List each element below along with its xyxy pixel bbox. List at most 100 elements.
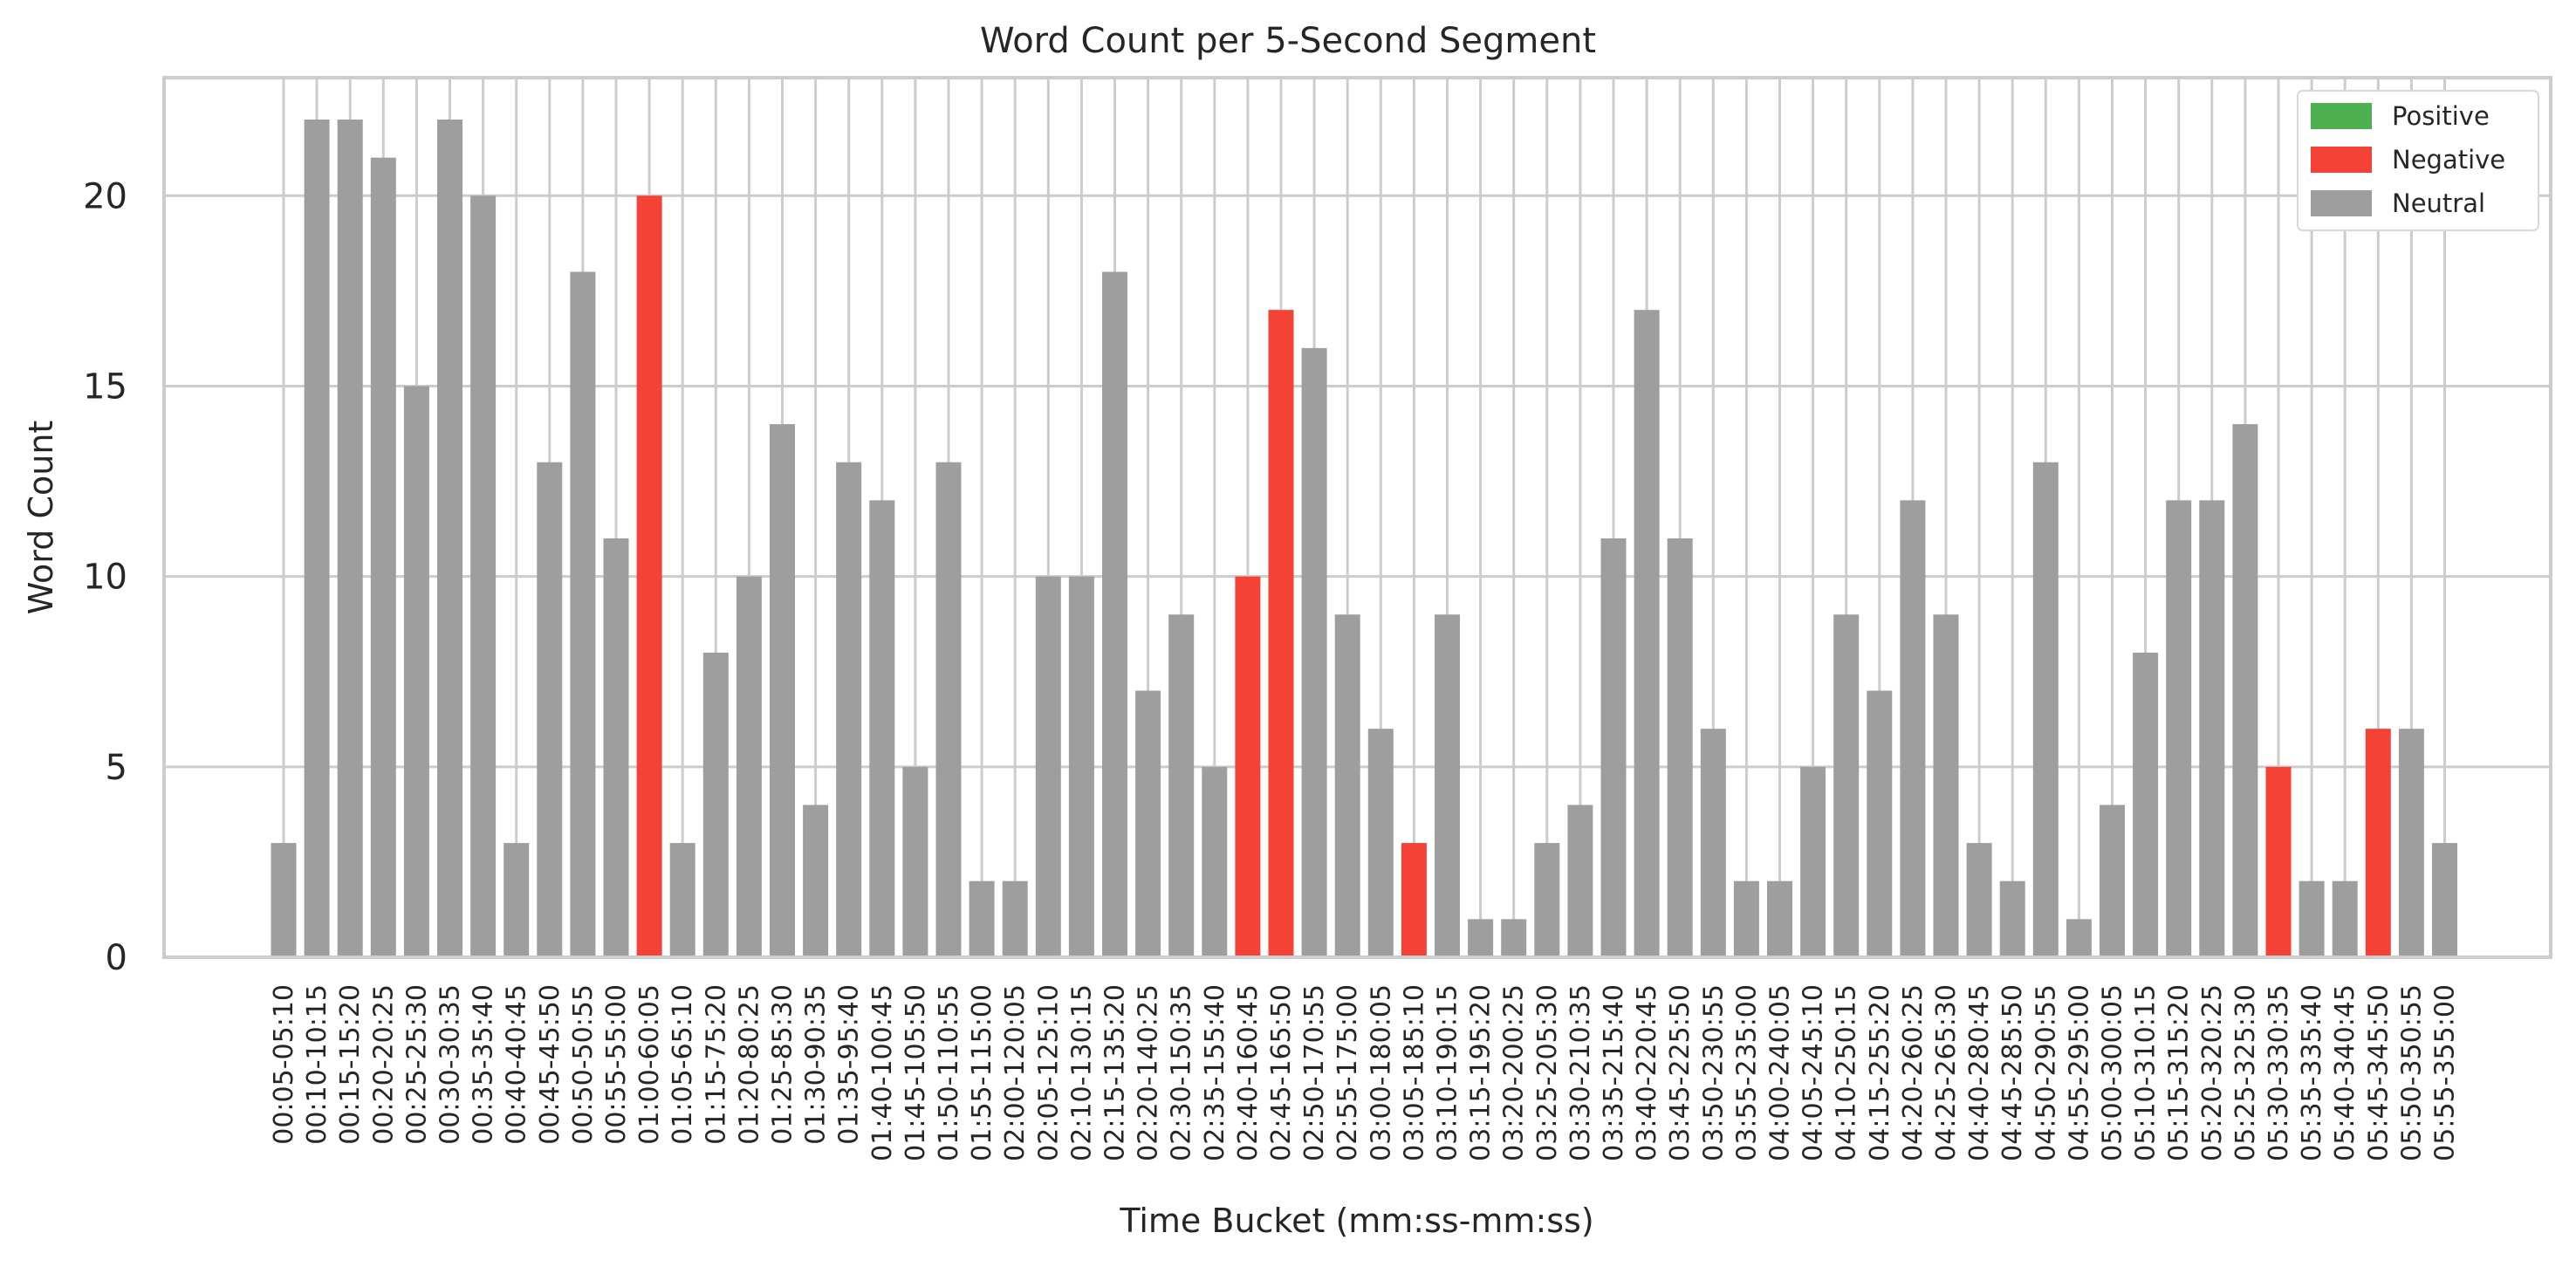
x-tick-label: 05:40-340:45 (2330, 984, 2360, 1161)
x-tick-label: 05:55-355:00 (2430, 984, 2461, 1161)
x-tick-label: 00:20-20:25 (368, 984, 399, 1145)
x-tick-label: 04:10-250:15 (1832, 984, 1862, 1161)
x-tick-label: 00:30-30:35 (435, 984, 466, 1145)
bar (935, 462, 962, 957)
x-tick-label: 04:50-290:55 (2031, 984, 2061, 1161)
bar (669, 843, 695, 957)
x-tick-label: 00:40-40:45 (502, 984, 532, 1145)
legend-label: Positive (2392, 101, 2490, 131)
x-tick-label: 01:40-100:45 (867, 984, 898, 1161)
legend-swatch (2311, 103, 2372, 129)
x-tick-label: 01:55-115:00 (967, 984, 997, 1161)
bar (1933, 614, 1959, 957)
bar (1833, 614, 1860, 957)
x-tick-label: 03:05-185:10 (1399, 984, 1429, 1161)
x-tick-label: 02:45-165:50 (1266, 984, 1297, 1161)
x-tick-label: 02:20-140:25 (1134, 984, 1164, 1161)
x-tick-label: 02:00-120:05 (1000, 984, 1031, 1161)
x-tick-label: 02:15-135:20 (1100, 984, 1131, 1161)
x-tick-label: 05:30-330:35 (2264, 984, 2294, 1161)
x-tick-label: 03:25-205:30 (1532, 984, 1563, 1161)
bar (1999, 880, 2025, 957)
x-tick-label: 03:40-220:45 (1632, 984, 1662, 1161)
bar (1501, 919, 1527, 957)
bar (437, 120, 462, 957)
y-axis-label: Word Count (22, 421, 60, 615)
bar (1468, 919, 1494, 957)
x-tick-label: 01:30-90:35 (801, 984, 832, 1145)
bar (2100, 805, 2125, 957)
bar (902, 766, 928, 957)
legend-swatch (2311, 147, 2372, 173)
bar (2432, 843, 2457, 957)
x-tick-label: 05:45-345:50 (2363, 984, 2394, 1161)
bar (504, 843, 530, 957)
bar (1435, 614, 1460, 957)
bar (370, 157, 396, 958)
bar (1202, 766, 1228, 957)
bar (537, 462, 563, 957)
bar (2032, 462, 2059, 957)
bar (770, 424, 795, 957)
bar (2332, 880, 2358, 957)
bar (1667, 538, 1693, 957)
x-tick-label: 04:20-260:25 (1898, 984, 1929, 1161)
bar (570, 271, 596, 958)
x-tick-label: 01:20-80:25 (734, 984, 764, 1145)
x-tick-label: 04:25-265:30 (1931, 984, 1962, 1161)
bar (636, 195, 662, 958)
bar (1700, 729, 1726, 957)
bar (1900, 500, 1926, 957)
x-tick-label: 03:30-210:35 (1565, 984, 1596, 1161)
x-tick-label: 01:50-110:55 (934, 984, 964, 1161)
x-tick-label: 02:10-130:15 (1066, 984, 1097, 1161)
bar (1334, 614, 1360, 957)
bar (304, 120, 330, 957)
x-tick-label: 02:40-160:45 (1233, 984, 1264, 1161)
bar (1301, 347, 1327, 957)
x-tick-label: 04:00-240:05 (1765, 984, 1796, 1161)
x-tick-label: 03:35-215:40 (1599, 984, 1629, 1161)
legend-swatch (2311, 190, 2372, 216)
x-tick-labels: 00:05-05:10 00:10-10:15 00:15-15:20 00:20-2… (269, 984, 2461, 1161)
bar (803, 805, 829, 957)
bar (1035, 576, 1061, 957)
x-tick-label: 01:25-85:30 (768, 984, 798, 1145)
plot-frame (162, 76, 2552, 959)
x-tick-label: 00:55-55:00 (601, 984, 632, 1145)
x-tick-label: 01:45-105:50 (901, 984, 931, 1161)
x-tick-label: 05:00-300:05 (2098, 984, 2128, 1161)
bar (2133, 652, 2159, 957)
x-tick-label: 00:15-15:20 (335, 984, 366, 1145)
x-tick-label: 00:50-50:55 (568, 984, 599, 1145)
bar (2199, 500, 2225, 957)
legend: Positive Negative Neutral (2297, 90, 2539, 231)
x-tick-label: 03:50-230:55 (1698, 984, 1729, 1161)
chart-title: Word Count per 5-Second Segment (980, 21, 1596, 61)
x-tick-label: 05:50-350:55 (2396, 984, 2427, 1161)
bar (1268, 310, 1294, 957)
x-tick-label: 01:15-75:20 (701, 984, 731, 1145)
y-tick-label: 0 (106, 938, 127, 978)
x-tick-label: 01:05-65:10 (668, 984, 698, 1145)
x-tick-label: 05:10-310:15 (2131, 984, 2162, 1161)
bar (1235, 576, 1261, 957)
x-tick-label: 01:35-95:40 (834, 984, 865, 1145)
bar (869, 500, 895, 957)
bar (1534, 843, 1560, 957)
bars (271, 120, 2457, 958)
x-tick-label: 03:55-235:00 (1731, 984, 1762, 1161)
bar (969, 880, 995, 957)
x-tick-label: 02:55-175:00 (1333, 984, 1363, 1161)
x-tick-label: 03:15-195:20 (1466, 984, 1497, 1161)
bar (836, 462, 862, 957)
x-tick-label: 00:45-45:50 (535, 984, 565, 1145)
x-tick-label: 02:35-155:40 (1200, 984, 1230, 1161)
x-tick-label: 03:45-225:50 (1665, 984, 1696, 1161)
bar (2265, 766, 2292, 957)
legend-label: Negative (2392, 145, 2505, 175)
bar (1767, 880, 1792, 957)
x-tick-label: 04:15-255:20 (1865, 984, 1895, 1161)
bar (470, 195, 497, 958)
x-tick-label: 03:00-180:05 (1366, 984, 1396, 1161)
